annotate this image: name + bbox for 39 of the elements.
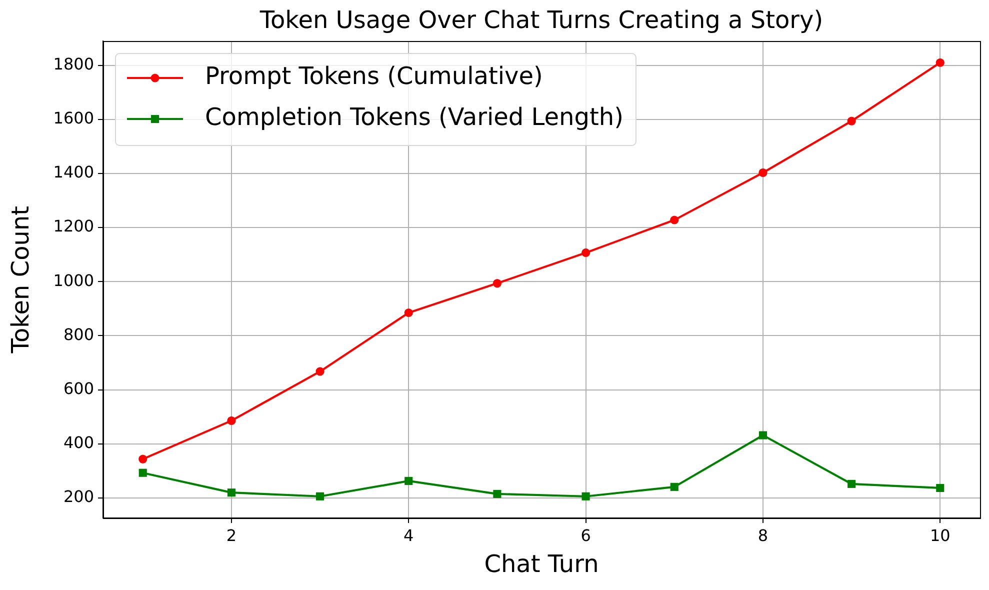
- x-tick-label: 10: [930, 526, 950, 545]
- y-tick-label: 1000: [53, 270, 94, 290]
- chart-title: Token Usage Over Chat Turns Creating a Story): [258, 6, 824, 34]
- point: [138, 468, 147, 477]
- y-tick-label: 800: [63, 324, 94, 344]
- x-axis-title: Chat Turn: [484, 550, 599, 578]
- point: [936, 58, 944, 67]
- point: [670, 482, 678, 491]
- point: [492, 278, 502, 288]
- point: [404, 476, 413, 485]
- point: [670, 216, 679, 224]
- point: [848, 480, 856, 488]
- y-tick-label: 1600: [53, 108, 94, 128]
- y-tick-label: 400: [63, 433, 94, 452]
- point: [582, 492, 590, 500]
- legend-label: Prompt Tokens (Cumulative): [205, 62, 543, 90]
- point: [847, 116, 856, 126]
- point: [581, 248, 590, 258]
- y-tick-label: 1400: [53, 162, 94, 182]
- point: [227, 488, 236, 497]
- x-tick-label: 8: [758, 526, 768, 545]
- point: [758, 431, 767, 440]
- point: [404, 308, 413, 318]
- y-axis-title: Token Count: [6, 206, 35, 354]
- x-tick-label: 6: [580, 526, 591, 545]
- point: [316, 492, 324, 500]
- y-tick-label: 1200: [53, 216, 94, 236]
- y-tick-label: 200: [63, 487, 94, 506]
- x-tick-label: 4: [404, 526, 414, 545]
- point: [138, 454, 148, 464]
- y-tick-label: 1800: [53, 54, 94, 74]
- legend-label: Completion Tokens (Varied Length): [205, 103, 624, 132]
- point: [493, 490, 502, 498]
- point: [936, 484, 944, 492]
- point: [227, 416, 236, 425]
- x-tick-label: 2: [226, 526, 237, 545]
- point: [758, 168, 768, 177]
- point: [316, 367, 324, 376]
- y-tick-label: 600: [63, 378, 94, 398]
